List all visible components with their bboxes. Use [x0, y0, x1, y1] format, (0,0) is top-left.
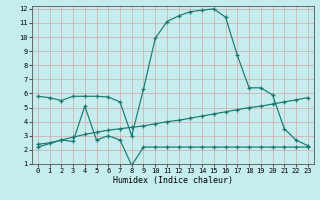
X-axis label: Humidex (Indice chaleur): Humidex (Indice chaleur) [113, 176, 233, 185]
